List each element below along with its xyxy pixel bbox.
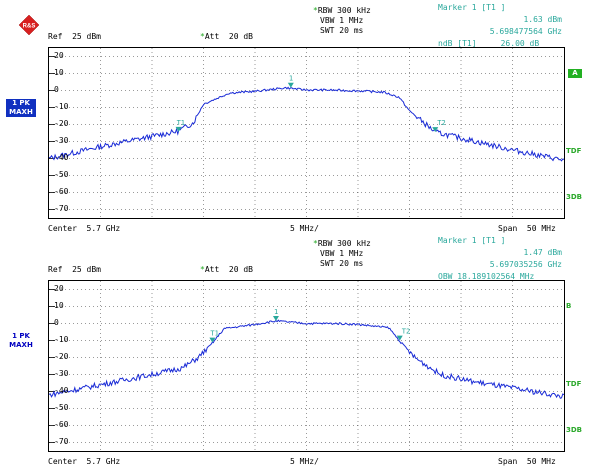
y-tick-label: -50 — [54, 169, 69, 179]
status-indicator-a: A — [568, 69, 582, 78]
rs-logo-icon: R&S — [18, 14, 39, 36]
vbw-label: VBW 1 MHz — [320, 249, 364, 258]
rs-logo-text: R&S — [22, 24, 35, 30]
y-tick-label: -40 — [54, 385, 69, 395]
marker-info-line: 5.698477564 GHz — [489, 27, 562, 36]
att-label: Att 20 dB — [204, 265, 253, 274]
marker-info-line: Marker 1 [T1 ] — [438, 3, 506, 12]
marker-info-line: 1.63 dBm — [523, 15, 562, 24]
marker-triangle-icon[interactable] — [209, 337, 216, 343]
status-indicator-3db: 3DB — [566, 426, 583, 434]
swt-line: SWT 20 ms — [313, 26, 371, 36]
y-tick-label: 20 — [54, 50, 64, 60]
y-tick-label: 0 — [54, 84, 59, 94]
marker-label: 1 — [274, 308, 278, 316]
y-tick-label: -60 — [54, 186, 69, 196]
y-tick-label: 10 — [54, 300, 64, 310]
sweep-settings: *RBW 300 kHz VBW 1 MHz SWT 20 ms — [313, 239, 371, 269]
att-label: Att 20 dB — [204, 32, 253, 41]
marker-label: T1 — [177, 119, 185, 127]
marker-label: T2 — [402, 328, 410, 336]
y-tick-label: 20 — [54, 283, 64, 293]
marker-triangle-icon[interactable] — [432, 127, 439, 133]
y-tick-label: -70 — [54, 436, 69, 446]
marker-label: T2 — [437, 119, 445, 127]
spectrum-trace — [48, 86, 565, 162]
ref-level: Ref 25 dBm — [48, 265, 101, 274]
rbw-line: *RBW 300 kHz — [313, 239, 371, 249]
rbw-star-icon: * — [313, 239, 318, 248]
att-star-icon: * — [200, 265, 205, 274]
marker-info-line: ndB [T1] 26.00 dB — [438, 39, 540, 48]
y-tick-label: -40 — [54, 152, 69, 162]
y-tick-label: -10 — [54, 334, 69, 344]
y-tick-label: -20 — [54, 351, 69, 361]
vbw-line: VBW 1 MHz — [313, 249, 371, 259]
y-tick-label: -30 — [54, 135, 69, 145]
rbw-label: RBW 300 kHz — [317, 239, 371, 248]
rbw-star-icon: * — [313, 6, 318, 15]
status-indicator-tdf: TDF — [566, 147, 582, 155]
marker-triangle-icon[interactable] — [175, 126, 182, 132]
y-tick-label: -20 — [54, 118, 69, 128]
marker-label: T1 — [210, 330, 218, 338]
y-tick-label: -60 — [54, 419, 69, 429]
attenuation: *Att 20 dB — [200, 265, 253, 275]
sweep-settings: *RBW 300 kHz VBW 1 MHz SWT 20 ms — [313, 6, 371, 36]
y-tick-label: -50 — [54, 402, 69, 412]
marker-triangle-icon[interactable] — [287, 82, 294, 88]
center-frequency: Center 5.7 GHz — [48, 457, 121, 466]
center-frequency: Center 5.7 GHz — [48, 224, 121, 233]
marker-info-line: OBW 18.189102564 MHz — [438, 272, 535, 281]
trace-info: 1 PK MAXH — [6, 99, 36, 117]
frequency-per-division: 5 MHz/ — [290, 224, 319, 233]
trace-info-line: MAXH — [9, 341, 33, 349]
y-tick-label: -30 — [54, 368, 69, 378]
span-setting: Span 50 MHz — [498, 457, 556, 466]
spectrum-panel-bottom: *RBW 300 kHz VBW 1 MHz SWT 20 ms Ref 25 dBm… — [0, 236, 590, 475]
rbw-label: RBW 300 kHz — [317, 6, 371, 15]
vbw-label: VBW 1 MHz — [320, 16, 364, 25]
trace-info-line: 1 PK — [6, 99, 36, 108]
rbw-line: *RBW 300 kHz — [313, 6, 371, 16]
y-tick-label: 0 — [54, 317, 59, 327]
marker-info-line: Marker 1 [T1 ] — [438, 236, 506, 245]
y-tick-label: -10 — [54, 101, 69, 111]
spectrum-plot: 1 T1 T2 — [48, 281, 565, 451]
ref-level: Ref 25 dBm — [48, 32, 101, 41]
marker-info-line: 5.697035256 GHz — [489, 260, 562, 269]
att-star-icon: * — [200, 32, 205, 41]
marker-label: 1 — [289, 75, 293, 83]
status-indicator-tdf: TDF — [566, 380, 582, 388]
status-indicator-b: B — [566, 302, 572, 310]
marker-triangle-icon[interactable] — [272, 316, 279, 322]
vbw-line: VBW 1 MHz — [313, 16, 371, 26]
trace-info-line: 1 PK — [12, 332, 30, 340]
trace-info: 1 PK MAXH — [6, 332, 36, 350]
spectrum-trace — [48, 319, 565, 399]
marker-triangle-icon[interactable] — [396, 335, 403, 341]
span-setting: Span 50 MHz — [498, 224, 556, 233]
status-indicator-3db: 3DB — [566, 193, 583, 201]
y-tick-label: 10 — [54, 67, 64, 77]
rs-logo: R&S — [8, 4, 39, 36]
swt-label: SWT 20 ms — [320, 26, 364, 35]
spectrum-plot: 1 T1 T2 — [48, 48, 565, 218]
swt-label: SWT 20 ms — [320, 259, 364, 268]
trace-info-line: MAXH — [6, 108, 36, 117]
frequency-per-division: 5 MHz/ — [290, 457, 319, 466]
attenuation: *Att 20 dB — [200, 32, 253, 42]
spectrum-panel-top: *RBW 300 kHz VBW 1 MHz SWT 20 ms Ref 25 dBm… — [0, 0, 590, 237]
swt-line: SWT 20 ms — [313, 259, 371, 269]
y-tick-label: -70 — [54, 203, 69, 213]
marker-info-line: 1.47 dBm — [523, 248, 562, 257]
